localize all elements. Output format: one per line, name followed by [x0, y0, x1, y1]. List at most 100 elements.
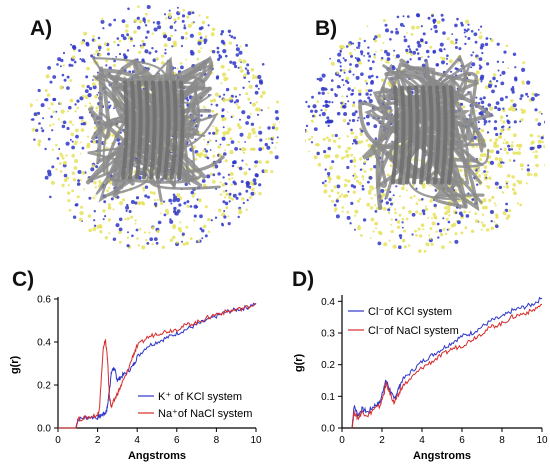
anion-dot: [418, 198, 422, 202]
cation-dot: [482, 96, 486, 100]
anion-dot: [488, 106, 494, 111]
anion-dot: [74, 110, 77, 113]
anion-dot: [229, 128, 232, 131]
anion-dot: [433, 215, 438, 220]
anion-dot: [330, 61, 335, 66]
cation-dot: [360, 53, 363, 56]
anion-dot: [411, 159, 414, 162]
cation-dot: [235, 53, 239, 57]
anion-dot: [245, 163, 248, 166]
anion-dot: [238, 58, 242, 62]
anion-dot: [160, 201, 164, 206]
anion-dot: [353, 87, 356, 90]
cation-dot: [486, 62, 490, 66]
anion-dot: [142, 189, 146, 192]
anion-dot: [48, 124, 52, 127]
panel-label-b: B): [315, 17, 338, 40]
cation-dot: [183, 201, 187, 205]
cation-dot: [512, 85, 515, 89]
cation-dot: [79, 96, 84, 101]
cation-dot: [363, 55, 365, 57]
anion-dot: [392, 201, 395, 204]
cation-dot: [357, 41, 361, 45]
cation-dot: [384, 23, 388, 27]
anion-dot: [118, 39, 122, 43]
anion-dot: [173, 18, 177, 22]
anion-dot: [444, 232, 448, 236]
cation-dot: [421, 209, 426, 213]
anion-dot: [248, 84, 253, 89]
anion-dot: [255, 101, 258, 104]
cation-dot: [489, 80, 492, 83]
anion-dot: [220, 82, 223, 85]
cation-dot: [234, 147, 239, 151]
anion-dot: [502, 211, 507, 216]
cation-dot: [316, 77, 319, 81]
cation-dot: [354, 228, 356, 231]
anion-dot: [258, 126, 262, 129]
cation-dot: [258, 147, 263, 152]
anion-dot: [345, 76, 350, 81]
cation-dot: [366, 52, 370, 55]
cation-dot: [459, 102, 464, 106]
anion-dot: [221, 117, 225, 122]
anion-dot: [203, 138, 206, 141]
cation-dot: [544, 120, 545, 124]
cation-dot: [417, 57, 422, 61]
cation-dot: [434, 29, 438, 34]
anion-dot: [463, 210, 467, 214]
anion-dot: [483, 165, 488, 169]
cation-dot: [374, 137, 378, 140]
cation-dot: [370, 79, 374, 83]
protein-strand: [447, 85, 455, 185]
anion-dot: [272, 123, 276, 127]
anion-dot: [481, 213, 485, 216]
anion-dot: [275, 141, 278, 144]
anion-dot: [444, 211, 448, 216]
anion-dot: [250, 68, 255, 72]
cation-dot: [337, 52, 342, 57]
anion-dot: [236, 123, 241, 127]
cation-dot: [540, 136, 544, 140]
anion-dot: [204, 205, 208, 209]
cation-dot: [135, 196, 140, 200]
cation-dot: [415, 13, 420, 18]
cation-dot: [344, 58, 347, 62]
cation-dot: [305, 124, 309, 128]
anion-dot: [512, 183, 517, 187]
protein-strand: [156, 80, 164, 180]
anion-dot: [184, 31, 188, 35]
anion-dot: [419, 234, 423, 238]
protein-strand: [426, 85, 434, 185]
cation-dot: [450, 70, 453, 73]
cation-dot: [183, 24, 186, 27]
cation-dot: [44, 175, 49, 180]
cation-dot: [170, 202, 173, 205]
cation-dot: [232, 160, 236, 165]
cation-dot: [218, 54, 221, 57]
cation-dot: [395, 30, 400, 35]
anion-dot: [248, 196, 252, 199]
anion-dot: [521, 81, 525, 85]
cation-dot: [442, 217, 445, 220]
cation-dot: [540, 113, 543, 115]
anion-dot: [427, 216, 430, 219]
anion-dot: [274, 126, 279, 131]
anion-dot: [356, 179, 359, 183]
cation-dot: [74, 203, 78, 207]
anion-dot: [207, 230, 211, 233]
cation-dot: [471, 62, 476, 67]
cation-dot: [483, 170, 486, 173]
cation-dot: [250, 191, 255, 196]
anion-dot: [500, 115, 504, 119]
y-tick-label: 0.2: [37, 381, 51, 392]
cation-dot: [427, 16, 431, 20]
cation-dot: [407, 45, 411, 48]
anion-dot: [255, 135, 258, 138]
cation-dot: [341, 78, 344, 82]
cation-dot: [369, 93, 372, 96]
cation-dot: [62, 51, 66, 55]
cation-dot: [321, 181, 325, 185]
anion-dot: [102, 209, 106, 213]
anion-dot: [65, 154, 68, 157]
